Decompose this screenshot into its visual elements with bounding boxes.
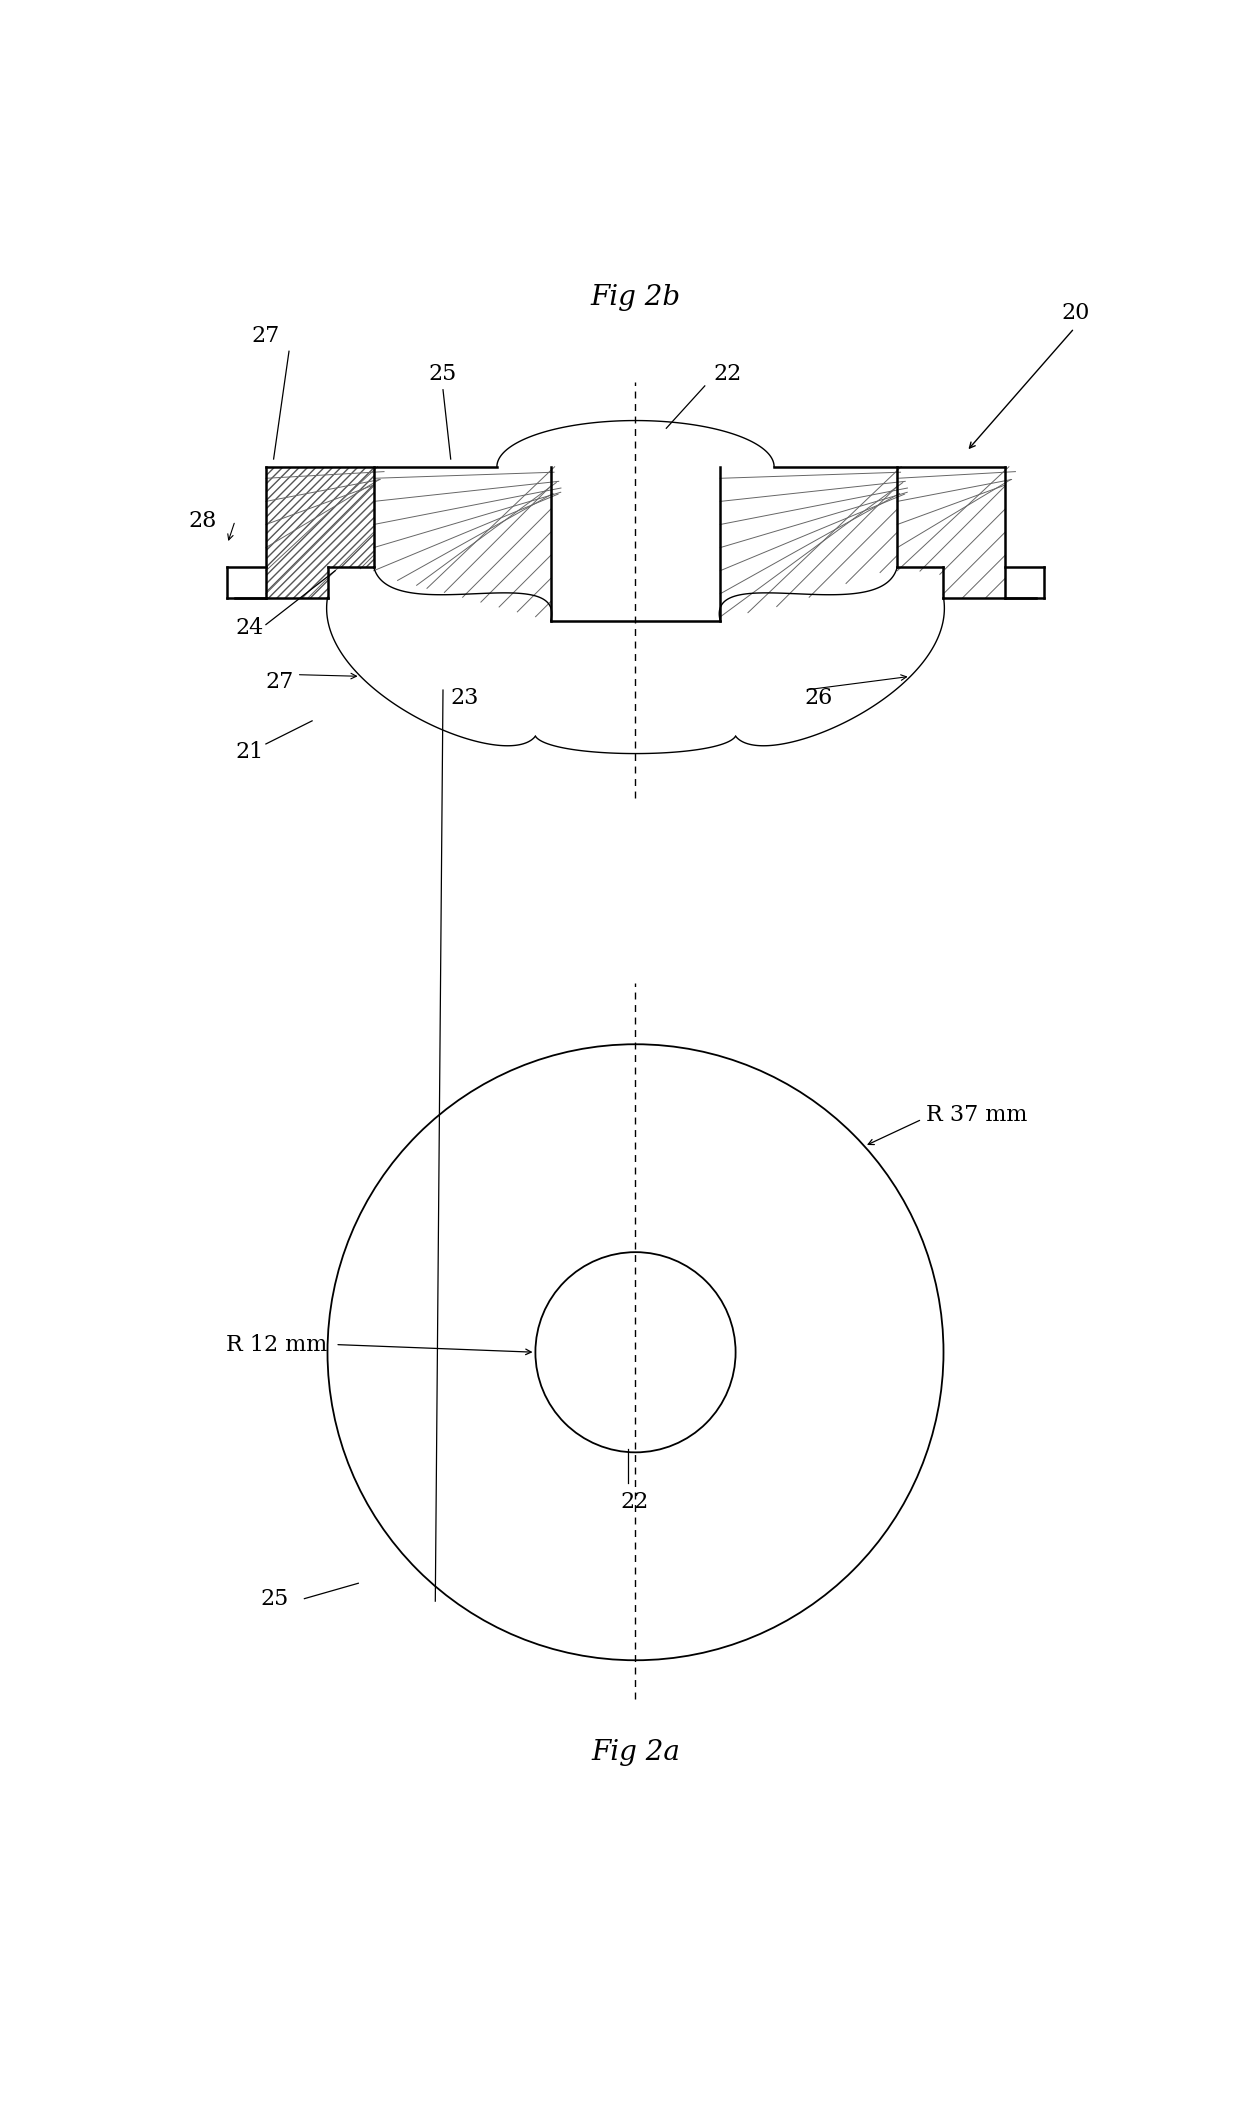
Text: 26: 26: [805, 686, 833, 710]
Text: Fig 2b: Fig 2b: [590, 285, 681, 310]
Text: 24: 24: [236, 618, 263, 640]
Text: Fig 2a: Fig 2a: [591, 1738, 680, 1766]
Text: 27: 27: [265, 672, 294, 693]
Text: 27: 27: [252, 325, 280, 346]
Text: 23: 23: [450, 686, 479, 710]
Text: 28: 28: [188, 510, 217, 531]
Text: 22: 22: [620, 1492, 649, 1513]
Text: 22: 22: [714, 363, 742, 385]
Text: R 12 mm: R 12 mm: [226, 1334, 327, 1356]
Text: 25: 25: [260, 1587, 289, 1609]
Text: 21: 21: [236, 742, 263, 763]
Text: R 37 mm: R 37 mm: [926, 1105, 1028, 1126]
Text: 25: 25: [429, 363, 458, 385]
Text: 20: 20: [1061, 302, 1090, 323]
